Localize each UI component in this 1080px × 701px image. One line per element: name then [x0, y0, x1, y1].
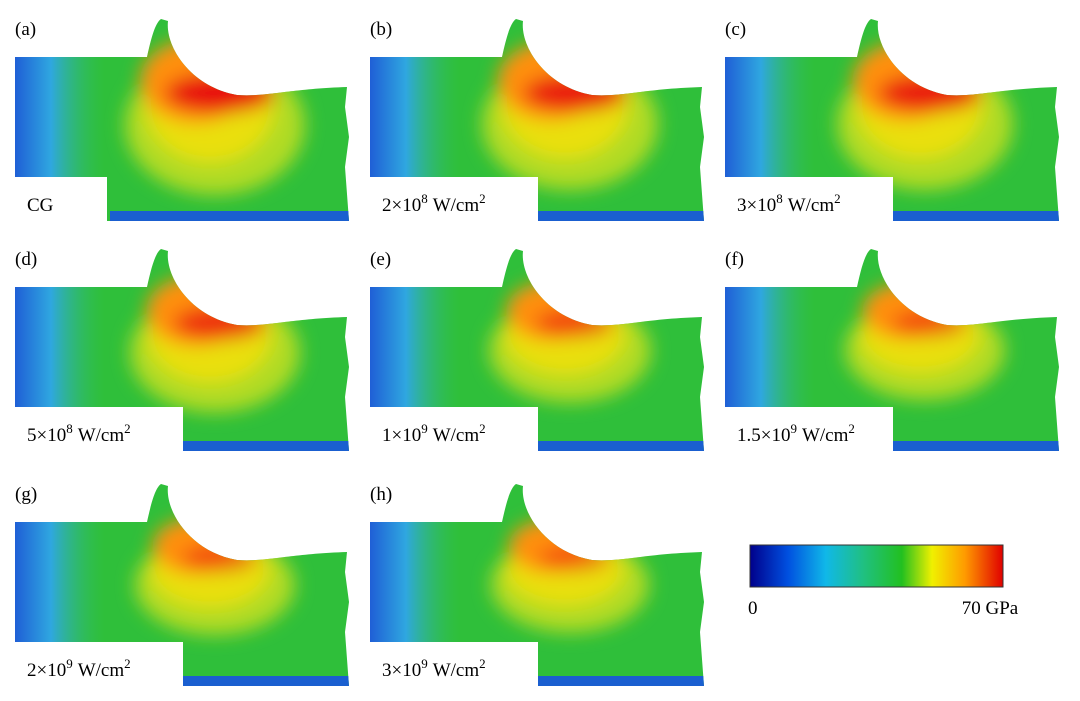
panel: (h) 3×109 W/cm2 — [370, 484, 704, 692]
label-part: 2×10 — [27, 660, 66, 681]
cool-bottom — [465, 441, 704, 451]
cool-bottom — [110, 676, 349, 686]
cool-bottom — [465, 676, 704, 686]
hot-zone — [130, 276, 300, 413]
superscript: 2 — [124, 421, 131, 436]
superscript: 2 — [479, 191, 486, 206]
panel-letter: (g) — [15, 484, 37, 505]
red — [165, 73, 275, 113]
hot-zone — [837, 41, 1013, 190]
cool-bottom — [110, 211, 349, 221]
label-part: W/cm — [802, 425, 849, 446]
panel-label: 1.5×109 W/cm2 — [737, 421, 855, 446]
red — [523, 74, 627, 112]
label-part: 1.5×10 — [737, 425, 790, 446]
label-part: 5×10 — [27, 425, 66, 446]
panel-label: 3×108 W/cm2 — [737, 191, 841, 216]
panel-letter: (f) — [725, 249, 744, 270]
hot-zone — [135, 518, 295, 635]
label-part: W/cm — [433, 660, 480, 681]
hot-zone — [125, 39, 305, 195]
superscript: 2 — [848, 421, 855, 436]
colorbar-max: 70 GPa — [962, 598, 1019, 619]
red — [539, 544, 611, 572]
superscript: 9 — [790, 421, 797, 436]
panel: (f) 1.5×109 W/cm2 — [725, 249, 1059, 457]
label-part: W/cm — [78, 660, 125, 681]
cool-bottom — [110, 441, 349, 451]
superscript: 8 — [776, 191, 783, 206]
red — [173, 306, 267, 340]
red — [535, 308, 615, 338]
superscript: 2 — [479, 421, 486, 436]
hot-zone — [489, 281, 651, 403]
red — [892, 309, 968, 337]
cool-bottom — [820, 211, 1059, 221]
panel-label: 2×108 W/cm2 — [382, 191, 486, 216]
panel: (b) 2×108 W/cm2 — [370, 19, 704, 227]
superscript: 9 — [421, 656, 428, 671]
hot-zone — [482, 41, 658, 190]
label-box — [725, 177, 893, 227]
cool-bottom — [465, 211, 704, 221]
colorbar — [749, 544, 1004, 588]
hot-zone — [491, 519, 649, 633]
panel-letter: (h) — [370, 484, 392, 505]
panel-letter: (a) — [15, 19, 36, 40]
colorbar-min: 0 — [748, 598, 758, 619]
superscript: 2 — [834, 191, 841, 206]
superscript: 2 — [479, 656, 486, 671]
label-box — [15, 642, 183, 692]
label-box — [15, 407, 183, 457]
superscript: 8 — [421, 191, 428, 206]
label-part: 2×10 — [382, 195, 421, 216]
superscript: 2 — [124, 656, 131, 671]
superscript: 8 — [66, 421, 73, 436]
panels: (a)CG(b)2×108 W/cm2(c)3×108 W/cm2(d)5×108 W… — [15, 19, 1059, 692]
superscript: 9 — [421, 421, 428, 436]
panel-label: CG — [27, 195, 54, 216]
panel: (d) 5×108 W/cm2 — [15, 249, 349, 457]
panel-label: 5×108 W/cm2 — [27, 421, 131, 446]
cool-bottom — [820, 441, 1059, 451]
label-box — [370, 407, 538, 457]
red — [182, 544, 258, 572]
label-part: 3×10 — [737, 195, 776, 216]
panel-label: 3×109 W/cm2 — [382, 656, 486, 681]
panel: (e) 1×109 W/cm2 — [370, 249, 704, 457]
label-part: W/cm — [78, 425, 125, 446]
panel: (c) 3×108 W/cm2 — [725, 19, 1059, 227]
panel-letter: (b) — [370, 19, 392, 40]
hot-zone — [845, 283, 1005, 400]
label-part: W/cm — [788, 195, 835, 216]
panel: (g) 2×109 W/cm2 — [15, 484, 349, 692]
label-box — [370, 642, 538, 692]
label-box — [725, 407, 893, 457]
label-part: W/cm — [433, 195, 480, 216]
superscript: 9 — [66, 656, 73, 671]
label-part: 1×10 — [382, 425, 421, 446]
panel-label: 2×109 W/cm2 — [27, 656, 131, 681]
panel-letter: (d) — [15, 249, 37, 270]
panel-letter: (c) — [725, 19, 746, 40]
label-part: W/cm — [433, 425, 480, 446]
label-box — [370, 177, 538, 227]
panel-label: 1×109 W/cm2 — [382, 421, 486, 446]
panel: (a) CG — [15, 19, 349, 227]
label-part: 3×10 — [382, 660, 421, 681]
red — [878, 74, 982, 112]
panel-letter: (e) — [370, 249, 391, 270]
label-box — [15, 177, 107, 227]
